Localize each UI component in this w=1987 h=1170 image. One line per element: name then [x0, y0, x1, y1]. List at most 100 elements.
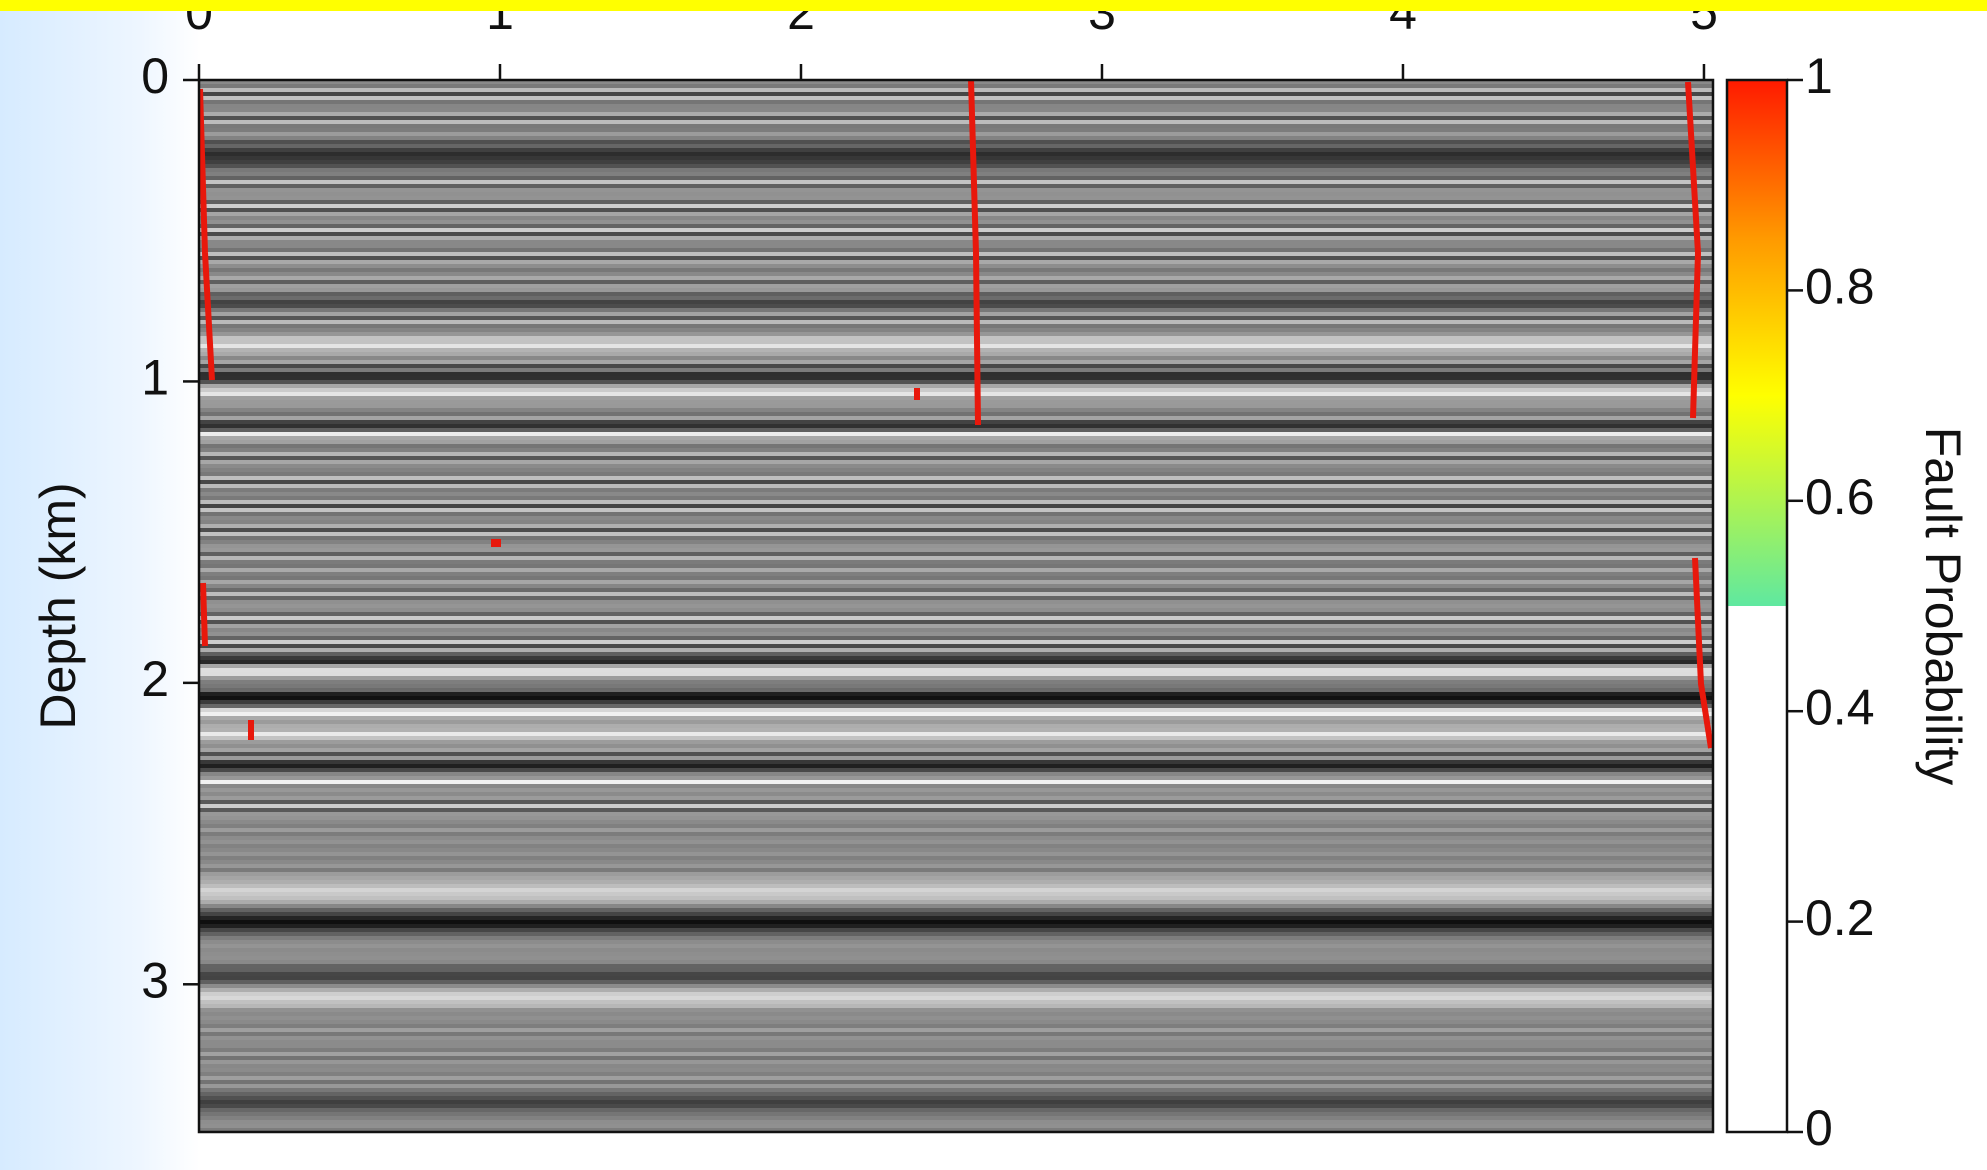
- seismic-band: [199, 660, 1713, 664]
- seismic-band: [199, 184, 1713, 188]
- seismic-band: [199, 604, 1713, 608]
- seismic-band: [199, 148, 1713, 152]
- seismic-band: [199, 1100, 1713, 1104]
- fault: [199, 88, 215, 381]
- seismic-band: [199, 564, 1713, 568]
- seismic-band: [199, 696, 1713, 700]
- seismic-band: [199, 868, 1713, 872]
- seismic-band: [199, 664, 1713, 668]
- seismic-band: [199, 840, 1713, 844]
- seismic-band: [199, 444, 1713, 448]
- seismic-band: [199, 264, 1713, 268]
- seismic-band: [199, 760, 1713, 764]
- seismic-band: [199, 792, 1713, 796]
- seismic-band: [199, 728, 1713, 732]
- seismic-band: [199, 124, 1713, 128]
- seismic-band: [199, 1108, 1713, 1112]
- colorbar-tick-label: 1: [1805, 48, 1833, 104]
- seismic-band: [199, 116, 1713, 120]
- seismic-band: [199, 320, 1713, 324]
- seismic-band: [199, 936, 1713, 940]
- seismic-band: [199, 544, 1713, 548]
- seismic-band: [199, 608, 1713, 612]
- seismic-band: [199, 928, 1713, 932]
- seismic-band: [199, 132, 1713, 136]
- colorbar-label: Fault Probability: [1915, 427, 1971, 786]
- seismic-band: [199, 596, 1713, 600]
- seismic-band: [199, 988, 1713, 992]
- seismic-band: [199, 308, 1713, 312]
- seismic-band: [199, 996, 1713, 1000]
- colorbar-tick-label: 0.4: [1805, 679, 1875, 735]
- seismic-band: [199, 780, 1713, 784]
- seismic-band: [199, 204, 1713, 208]
- seismic-band: [199, 436, 1713, 440]
- seismic-band: [199, 472, 1713, 476]
- seismic-band: [199, 1004, 1713, 1008]
- seismic-band: [199, 416, 1713, 420]
- seismic-band: [199, 764, 1713, 768]
- seismic-band: [199, 348, 1713, 352]
- seismic-band: [199, 668, 1713, 672]
- seismic-band: [199, 624, 1713, 628]
- seismic-band: [199, 944, 1713, 948]
- seismic-band: [199, 1044, 1713, 1048]
- seismic-band: [199, 560, 1713, 564]
- seismic-band: [199, 84, 1713, 88]
- seismic-band: [199, 440, 1713, 444]
- seismic-band: [199, 1016, 1713, 1020]
- seismic-band: [199, 1024, 1713, 1028]
- fault-patch: [248, 720, 254, 740]
- seismic-band: [199, 104, 1713, 108]
- seismic-band: [199, 940, 1713, 944]
- seismic-band: [199, 388, 1713, 392]
- seismic-band: [199, 736, 1713, 740]
- seismic-band: [199, 972, 1713, 976]
- seismic-band: [199, 156, 1713, 160]
- seismic-band: [199, 100, 1713, 104]
- seismic-band: [199, 480, 1713, 484]
- seismic-band: [199, 828, 1713, 832]
- seismic-band: [199, 176, 1713, 180]
- seismic-band: [199, 368, 1713, 372]
- seismic-band: [199, 864, 1713, 868]
- seismic-band: [199, 424, 1713, 428]
- seismic-band: [199, 916, 1713, 920]
- seismic-band: [199, 804, 1713, 808]
- seismic-band: [199, 392, 1713, 396]
- y-tick-label: 3: [141, 953, 169, 1009]
- fault-patch: [914, 388, 920, 400]
- seismic-band: [199, 808, 1713, 812]
- seismic-band: [199, 992, 1713, 996]
- seismic-band: [199, 224, 1713, 228]
- seismic-band: [199, 212, 1713, 216]
- seismic-band: [199, 300, 1713, 304]
- seismic-band: [199, 960, 1713, 964]
- fault: [200, 582, 208, 647]
- seismic-band: [199, 316, 1713, 320]
- seismic-band: [199, 492, 1713, 496]
- seismic-band: [199, 964, 1713, 968]
- seismic-band: [199, 968, 1713, 972]
- seismic-band: [199, 1064, 1713, 1068]
- seismic-band: [199, 748, 1713, 752]
- seismic-band: [199, 720, 1713, 724]
- seismic-band: [199, 684, 1713, 688]
- y-axis-label: Depth (km): [30, 482, 86, 729]
- seismic-band: [199, 324, 1713, 328]
- seismic-band: [199, 904, 1713, 908]
- seismic-band: [199, 724, 1713, 728]
- seismic-band: [199, 344, 1713, 348]
- seismic-band: [199, 232, 1713, 236]
- seismic-band: [199, 752, 1713, 756]
- fault: [1692, 557, 1713, 749]
- seismic-band: [199, 112, 1713, 116]
- seismic-band: [199, 644, 1713, 648]
- seismic-band: [199, 1056, 1713, 1060]
- seismic-band: [199, 404, 1713, 408]
- seismic-band: [199, 1116, 1713, 1120]
- seismic-band: [199, 1112, 1713, 1116]
- seismic-band: [199, 144, 1713, 148]
